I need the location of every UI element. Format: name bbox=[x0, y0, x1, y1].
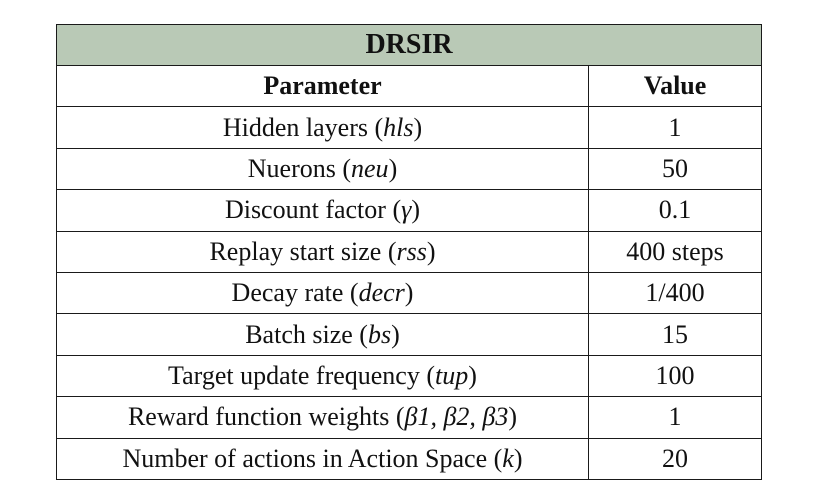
parameter-symbol: tup bbox=[435, 360, 469, 390]
parameter-symbol: γ bbox=[401, 195, 412, 225]
parameter-label: Replay start size bbox=[209, 236, 382, 266]
value-cell: 50 bbox=[587, 147, 763, 191]
table-row: Nuerons (neu) 50 bbox=[56, 147, 763, 191]
parameter-cell: Reward function weights (β1, β2, β3) bbox=[56, 396, 589, 439]
parameter-table: DRSIR Parameter Value Hidden layers (hls… bbox=[55, 24, 763, 480]
parameter-cell: Number of actions in Action Space (k) bbox=[56, 437, 589, 480]
parameter-cell: Discount factor (γ) bbox=[56, 189, 589, 232]
header-parameter: Parameter bbox=[56, 64, 589, 108]
parameter-cell: Nuerons (neu) bbox=[56, 147, 589, 191]
table-body: Hidden layers (hls) 1 Nuerons (neu) 50 Disco… bbox=[56, 106, 763, 480]
parameter-label: Batch size bbox=[245, 319, 353, 349]
parameter-cell: Target update frequency (tup) bbox=[56, 354, 589, 398]
value-cell: 1 bbox=[587, 396, 763, 439]
parameter-label: Reward function weights bbox=[127, 402, 390, 432]
value-cell: 15 bbox=[587, 313, 763, 356]
table-row: Discount factor (γ) 0.1 bbox=[56, 189, 763, 232]
parameter-symbol: k bbox=[502, 443, 514, 473]
value-cell: 100 bbox=[587, 354, 763, 398]
parameter-label: Target update frequency bbox=[168, 360, 420, 390]
table-row: Target update frequency (tup) 100 bbox=[56, 354, 763, 398]
table-title: DRSIR bbox=[55, 24, 763, 66]
table-row: Hidden layers (hls) 1 bbox=[56, 106, 763, 149]
table-row: Number of actions in Action Space (k) 20 bbox=[56, 437, 763, 480]
parameter-label: Nuerons bbox=[247, 153, 336, 183]
parameter-symbol: neu bbox=[351, 153, 389, 183]
parameter-symbol: hls bbox=[383, 112, 414, 142]
table-row: Replay start size (rss) 400 steps bbox=[56, 230, 763, 273]
value-cell: 1 bbox=[587, 106, 763, 149]
parameter-label: Discount factor bbox=[224, 195, 386, 225]
table-title-row: DRSIR bbox=[55, 24, 763, 66]
parameter-cell: Hidden layers (hls) bbox=[56, 106, 589, 149]
parameter-label: Hidden layers bbox=[222, 112, 368, 142]
value-cell: 1/400 bbox=[587, 271, 763, 315]
parameter-cell: Batch size (bs) bbox=[56, 313, 589, 356]
table-row: Reward function weights (β1, β2, β3) 1 bbox=[56, 396, 763, 439]
parameter-symbol: rss bbox=[396, 236, 427, 266]
parameter-symbol: β1, β2, β3 bbox=[404, 402, 509, 432]
parameter-label: Decay rate bbox=[231, 278, 344, 308]
table-header-row: Parameter Value bbox=[56, 64, 763, 108]
parameter-symbol: bs bbox=[367, 319, 392, 349]
value-cell: 0.1 bbox=[587, 189, 763, 232]
value-cell: 20 bbox=[587, 437, 763, 480]
header-value: Value bbox=[587, 64, 763, 108]
value-cell: 400 steps bbox=[587, 230, 763, 273]
parameter-cell: Decay rate (decr) bbox=[56, 271, 589, 315]
parameter-symbol: decr bbox=[358, 278, 405, 308]
parameter-cell: Replay start size (rss) bbox=[56, 230, 589, 273]
table-row: Decay rate (decr) 1/400 bbox=[56, 271, 763, 315]
table-row: Batch size (bs) 15 bbox=[56, 313, 763, 356]
parameter-label: Number of actions in Action Space bbox=[122, 443, 488, 473]
